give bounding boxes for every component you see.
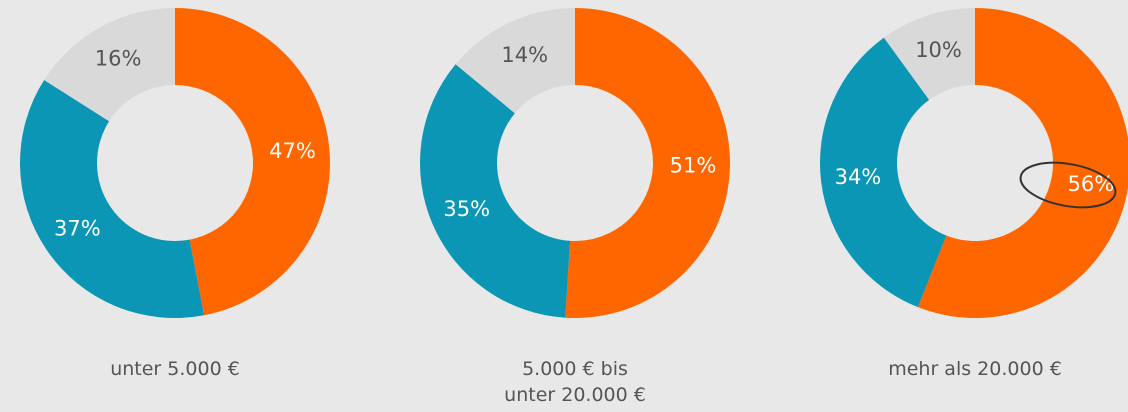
data-label: 16% (95, 47, 142, 71)
donut-segment (419, 64, 571, 318)
data-label: 37% (54, 216, 101, 240)
donut-segment (44, 7, 175, 122)
chart-title: 5.000 € bis unter 20.000 € (504, 358, 646, 406)
data-label: 47% (269, 139, 316, 163)
donut-segment (565, 8, 730, 318)
data-label: 34% (835, 165, 882, 189)
donut-segment (20, 79, 205, 319)
data-label: 14% (501, 43, 548, 67)
chart-title: unter 5.000 € (110, 358, 240, 380)
donut-segment (175, 8, 330, 316)
donut-segment (917, 8, 1128, 318)
data-label: 35% (443, 197, 490, 221)
data-label: 10% (915, 38, 962, 62)
chart-title: mehr als 20.000 € (888, 358, 1062, 380)
data-label: 51% (670, 154, 717, 178)
donut-segment (455, 8, 575, 114)
annotation-circle (1019, 161, 1117, 209)
donut-segment (883, 7, 975, 100)
data-label: 56% (1068, 172, 1115, 196)
donut-segment (820, 37, 947, 308)
